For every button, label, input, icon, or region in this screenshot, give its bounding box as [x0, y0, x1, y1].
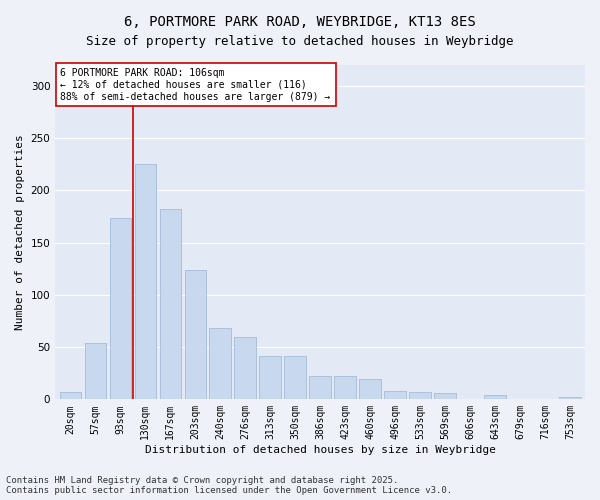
Bar	[110, 218, 131, 400]
Bar	[259, 356, 281, 400]
Bar	[134, 164, 156, 400]
Bar	[59, 392, 81, 400]
Bar	[434, 393, 455, 400]
Bar	[385, 391, 406, 400]
Bar	[310, 376, 331, 400]
X-axis label: Distribution of detached houses by size in Weybridge: Distribution of detached houses by size …	[145, 445, 496, 455]
Bar	[359, 380, 380, 400]
Text: 6, PORTMORE PARK ROAD, WEYBRIDGE, KT13 8ES: 6, PORTMORE PARK ROAD, WEYBRIDGE, KT13 8…	[124, 15, 476, 29]
Text: 6 PORTMORE PARK ROAD: 106sqm
← 12% of detached houses are smaller (116)
88% of s: 6 PORTMORE PARK ROAD: 106sqm ← 12% of de…	[61, 68, 331, 102]
Bar	[484, 395, 506, 400]
Bar	[160, 209, 181, 400]
Bar	[85, 343, 106, 400]
Bar	[334, 376, 356, 400]
Bar	[185, 270, 206, 400]
Text: Contains HM Land Registry data © Crown copyright and database right 2025.
Contai: Contains HM Land Registry data © Crown c…	[6, 476, 452, 495]
Bar	[409, 392, 431, 400]
Y-axis label: Number of detached properties: Number of detached properties	[15, 134, 25, 330]
Bar	[559, 397, 581, 400]
Bar	[235, 336, 256, 400]
Bar	[209, 328, 231, 400]
Bar	[284, 356, 306, 400]
Text: Size of property relative to detached houses in Weybridge: Size of property relative to detached ho…	[86, 35, 514, 48]
